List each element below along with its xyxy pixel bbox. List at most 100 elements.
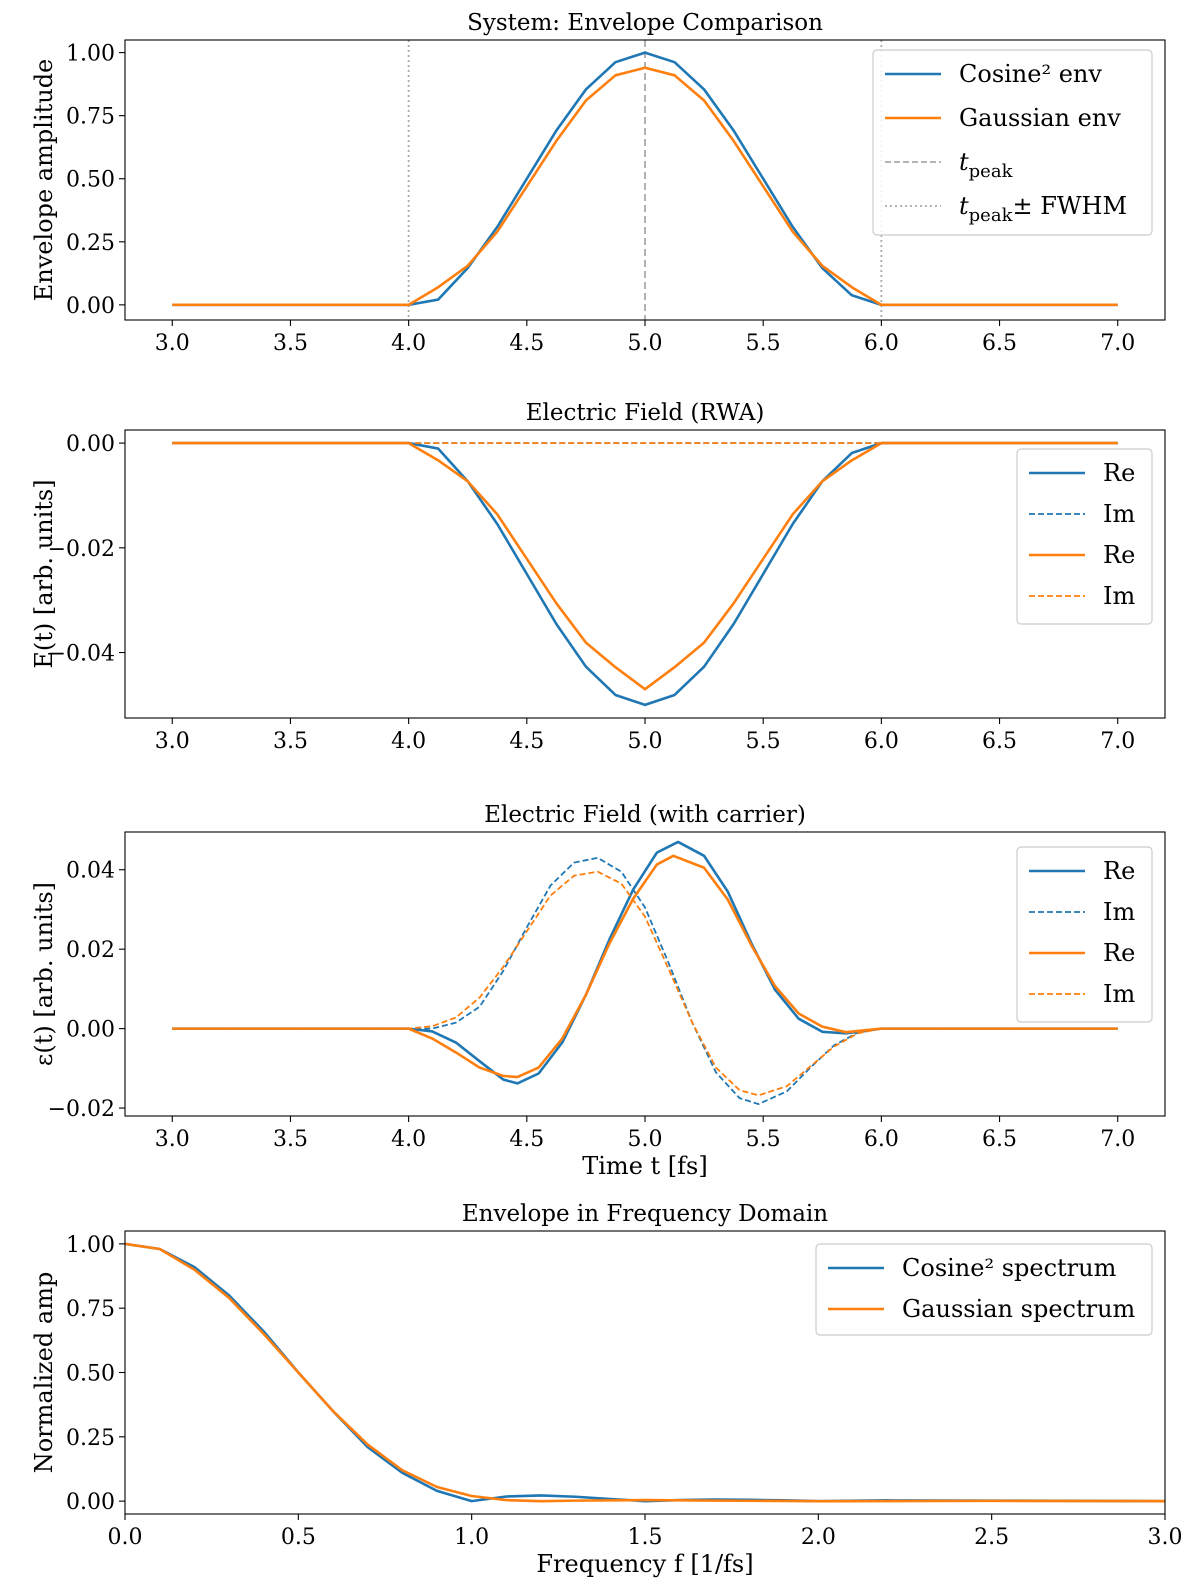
legend-label: Re [1103,459,1135,487]
x-tick-label: 5.5 [746,331,781,356]
chart-2: Electric Field (RWA) 3.0 3.5 4.0 4.5 5.0 5.5 6.… [30,400,1166,754]
legend: Cosine² env Gaussian env tpeak tpeak± FWHM [872,49,1153,236]
chart-title: Envelope in Frequency Domain [462,1201,828,1227]
legend-box [1016,846,1153,1023]
chart-3: Electric Field (with carrier) 3.0 3.5 4.0 4.… [30,802,1166,1180]
x-tick-label: 7.0 [1100,331,1135,356]
x-tick-label: 3.0 [155,331,190,356]
legend-label: Cosine² env [959,60,1102,88]
y-tick-label: −0.04 [48,642,115,667]
x-tick-label: 6.5 [982,1127,1017,1152]
x-tick-label: 5.0 [628,331,663,356]
x-axis-label: Time t [fs] [582,1152,707,1180]
legend: Re Im Re Im [1016,448,1153,625]
x-tick-label: 4.5 [509,1127,544,1152]
legend-label: Im [1103,500,1135,528]
x-tick-label: 1.0 [454,1525,489,1550]
x-tick-label: 3.0 [1148,1525,1183,1550]
y-tick-label: 0.00 [66,294,115,319]
legend-label: Re [1103,939,1135,967]
x-tick-label: 3.0 [155,729,190,754]
chart-title: System: Envelope Comparison [467,10,823,36]
x-tick-label: 5.5 [746,729,781,754]
x-tick-label: 3.5 [273,1127,308,1152]
plot-frame [124,39,1166,321]
legend-label: tpeak± FWHM [959,192,1127,226]
x-tick-label: 6.0 [864,729,899,754]
series-line [172,856,1118,1105]
chart-1: System: Envelope Comparison 3.0 3.5 4.0 4.5 5… [30,10,1166,356]
legend-label: Gaussian env [959,104,1121,132]
y-tick-label: 0.04 [66,859,115,884]
x-axis-label: Frequency f [1/fs] [536,1550,753,1578]
legend-label: Re [1103,541,1135,569]
x-tick-label: 2.0 [801,1525,836,1550]
y-tick-label: 0.25 [66,1426,115,1451]
x-tick-label: 3.5 [273,729,308,754]
legend-box [1016,448,1153,625]
y-tick-label: −0.02 [48,537,115,562]
series-line [125,1242,1165,1503]
x-tick-label: 4.0 [391,1127,426,1152]
y-axis-label: ε(t) [arb. units] [30,882,58,1066]
y-tick-label: −0.02 [48,1097,115,1122]
x-tick-label: 4.0 [391,331,426,356]
chart-4: Envelope in Frequency Domain 0.0 0.5 1.0 1.5… [30,1201,1183,1578]
series-line [172,870,1118,1097]
series-line [172,66,1118,307]
y-tick-label: 0.00 [66,1018,115,1043]
y-tick-label: 0.75 [66,105,115,130]
legend: Re Im Re Im [1016,846,1153,1023]
x-tick-label: 5.5 [746,1127,781,1152]
plot-frame [124,831,1166,1117]
x-tick-label: 7.0 [1100,729,1135,754]
y-axis-label: Envelope amplitude [30,59,58,302]
y-tick-label: 1.00 [66,42,115,67]
plot-frame [124,1230,1166,1515]
x-tick-label: 6.5 [982,729,1017,754]
legend-label: Im [1103,582,1135,610]
x-tick-label: 3.5 [273,331,308,356]
y-tick-label: 0.50 [66,1362,115,1387]
plot-frame [124,429,1166,719]
x-tick-label: 0.5 [281,1525,316,1550]
y-tick-label: 0.25 [66,231,115,256]
chart-title: Electric Field (RWA) [526,400,765,426]
x-tick-label: 4.5 [509,729,544,754]
legend-label: Gaussian spectrum [902,1295,1136,1323]
legend: Cosine² spectrum Gaussian spectrum [815,1243,1153,1336]
series-line [172,441,1118,707]
y-tick-label: 1.00 [66,1233,115,1258]
x-tick-label: 4.5 [509,331,544,356]
y-axis-label: E(t) [arb. units] [30,479,58,668]
x-tick-label: 7.0 [1100,1127,1135,1152]
x-tick-label: 3.0 [155,1127,190,1152]
legend-label: Cosine² spectrum [902,1254,1117,1282]
x-tick-label: 6.0 [864,331,899,356]
legend-label: Im [1103,898,1135,926]
y-tick-label: 0.50 [66,168,115,193]
legend-label: Im [1103,980,1135,1008]
x-tick-label: 5.0 [628,1127,663,1152]
x-tick-label: 2.5 [974,1525,1009,1550]
x-tick-label: 6.0 [864,1127,899,1152]
y-tick-label: 0.75 [66,1297,115,1322]
x-tick-label: 1.5 [628,1525,663,1550]
y-axis-label: Normalized amp [30,1272,58,1474]
legend-box [872,49,1153,236]
series-line [172,854,1118,1079]
y-tick-label: 0.02 [66,938,115,963]
x-tick-label: 6.5 [982,331,1017,356]
series-line [172,441,1118,691]
y-tick-label: 0.00 [66,1490,115,1515]
legend-label: Re [1103,857,1135,885]
x-tick-label: 5.0 [628,729,663,754]
chart-title: Electric Field (with carrier) [484,802,806,828]
x-tick-label: 4.0 [391,729,426,754]
series-line [172,51,1118,307]
y-tick-label: 0.00 [66,432,115,457]
series-line [172,840,1118,1085]
legend-label: tpeak [959,148,1014,182]
x-tick-label: 0.0 [108,1525,143,1550]
